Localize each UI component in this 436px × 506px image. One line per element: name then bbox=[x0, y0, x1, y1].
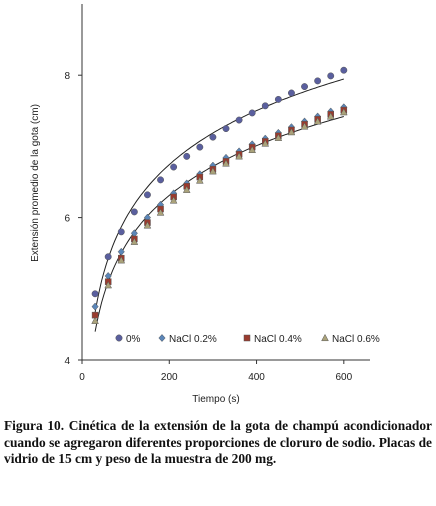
data-point-series-4 bbox=[248, 145, 256, 154]
data-point-series-4 bbox=[340, 108, 348, 116]
data-point-series-1 bbox=[261, 102, 269, 110]
data-point-series-2 bbox=[91, 302, 99, 311]
x-tick-label: 200 bbox=[161, 372, 178, 383]
data-point-series-4 bbox=[169, 196, 178, 204]
data-point-series-1 bbox=[157, 176, 164, 184]
data-point-series-4 bbox=[274, 133, 283, 141]
x-tick-label: 400 bbox=[248, 372, 265, 383]
data-point-series-4 bbox=[104, 281, 112, 289]
data-point-series-1 bbox=[170, 163, 178, 171]
data-point-series-4 bbox=[182, 185, 191, 193]
legend-label-4: NaCl 0.6% bbox=[332, 334, 380, 345]
data-point-series-1 bbox=[235, 116, 243, 124]
legend-marker-1 bbox=[115, 334, 123, 342]
data-point-series-1 bbox=[144, 191, 151, 199]
data-point-series-4 bbox=[117, 256, 126, 264]
y-tick-label: 4 bbox=[64, 356, 70, 367]
data-point-series-1 bbox=[91, 290, 99, 298]
data-point-series-1 bbox=[274, 95, 282, 103]
data-point-series-4 bbox=[130, 237, 139, 245]
data-point-series-4 bbox=[222, 159, 230, 167]
data-point-series-4 bbox=[326, 112, 335, 120]
y-tick-label: 6 bbox=[64, 214, 70, 225]
data-point-series-1 bbox=[248, 109, 256, 117]
data-point-series-1 bbox=[117, 228, 125, 236]
legend-marker-3 bbox=[243, 334, 251, 342]
data-point-series-1 bbox=[301, 83, 308, 91]
data-point-series-1 bbox=[209, 133, 217, 141]
data-point-series-1 bbox=[327, 72, 335, 80]
y-tick-label: 8 bbox=[64, 71, 70, 82]
legend-marker-2 bbox=[158, 334, 166, 342]
data-point-series-4 bbox=[287, 128, 296, 136]
fit-curve bbox=[94, 78, 344, 313]
x-tick-label: 0 bbox=[79, 372, 85, 383]
data-point-series-4 bbox=[261, 139, 270, 147]
data-point-series-1 bbox=[104, 253, 112, 261]
data-point-series-1 bbox=[196, 143, 204, 151]
data-point-series-4 bbox=[91, 316, 99, 324]
data-point-series-4 bbox=[313, 117, 322, 125]
data-point-series-1 bbox=[340, 66, 348, 74]
data-point-series-1 bbox=[314, 77, 322, 85]
data-point-series-1 bbox=[288, 89, 295, 97]
plot-area: 0 200 400 600 4 6 8 0% NaCl 0.2% NaCl 0.4% NaCl 0.… bbox=[64, 4, 380, 383]
data-point-series-1 bbox=[222, 125, 230, 133]
data-point-series-4 bbox=[143, 221, 152, 229]
fit-curve bbox=[94, 116, 344, 332]
legend-label-3: NaCl 0.4% bbox=[254, 334, 302, 345]
data-point-series-4 bbox=[235, 152, 243, 160]
data-point-series-1 bbox=[183, 152, 191, 160]
x-axis-title: Tiempo (s) bbox=[192, 394, 239, 405]
legend-marker-4 bbox=[321, 333, 329, 342]
x-tick-label: 600 bbox=[335, 372, 352, 383]
y-axis-title: Extensión promedio de la gota (cm) bbox=[30, 104, 41, 262]
figure-caption: Figura 10. Cinética de la extensión de l… bbox=[4, 418, 432, 466]
data-point-series-4 bbox=[156, 208, 165, 216]
data-point-series-4 bbox=[300, 122, 309, 130]
data-point-series-1 bbox=[130, 208, 138, 216]
chart: 0 200 400 600 4 6 8 0% NaCl 0.2% NaCl 0.4% NaCl 0.… bbox=[30, 4, 380, 405]
legend-label-2: NaCl 0.2% bbox=[169, 334, 217, 345]
data-point-series-4 bbox=[209, 167, 217, 175]
legend-label-1: 0% bbox=[126, 334, 141, 345]
data-point-series-4 bbox=[196, 176, 204, 184]
